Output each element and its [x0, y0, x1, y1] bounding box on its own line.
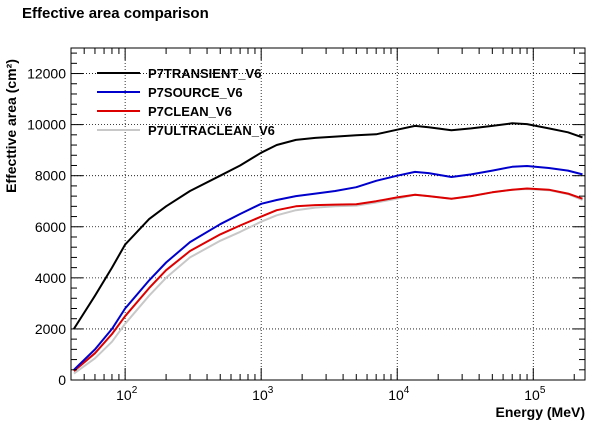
y-tick-label: 2000	[35, 321, 66, 337]
legend: P7TRANSIENT_V6 P7SOURCE_V6 P7CLEAN_V6 P7ULT…	[97, 66, 275, 138]
legend-label: P7SOURCE_V6	[148, 85, 243, 100]
series-lines	[73, 122, 583, 375]
series-line-p7transient-v6	[73, 122, 583, 330]
series-line-p7source-v6	[73, 165, 583, 371]
axis-ticks: 0 2000 4000 6000 8000 10000 12000 102 103 104 105	[27, 48, 585, 403]
chart-title: Effective area comparison	[22, 5, 209, 22]
y-axis-title: Effecttive area (cm²)	[3, 59, 19, 193]
y-tick-label: 4000	[35, 270, 66, 286]
series-line-p7clean-v6	[73, 187, 583, 372]
y-tick-label: 8000	[35, 168, 66, 184]
x-axis-title: Energy (MeV)	[496, 404, 585, 420]
legend-label: P7TRANSIENT_V6	[148, 66, 261, 81]
x-tick-label: 105	[524, 385, 546, 403]
legend-label: P7CLEAN_V6	[148, 104, 232, 119]
y-tick-label: 0	[58, 372, 66, 388]
x-tick-label: 104	[388, 385, 410, 403]
x-tick-label: 103	[252, 385, 274, 403]
y-tick-label: 6000	[35, 219, 66, 235]
series-line-p7ultraclean-v6	[73, 188, 583, 375]
x-tick-label: 102	[116, 385, 138, 403]
legend-label: P7ULTRACLEAN_V6	[148, 123, 275, 138]
y-tick-label: 10000	[27, 117, 66, 133]
plot-frame	[70, 47, 586, 381]
y-tick-label: 12000	[27, 66, 66, 82]
